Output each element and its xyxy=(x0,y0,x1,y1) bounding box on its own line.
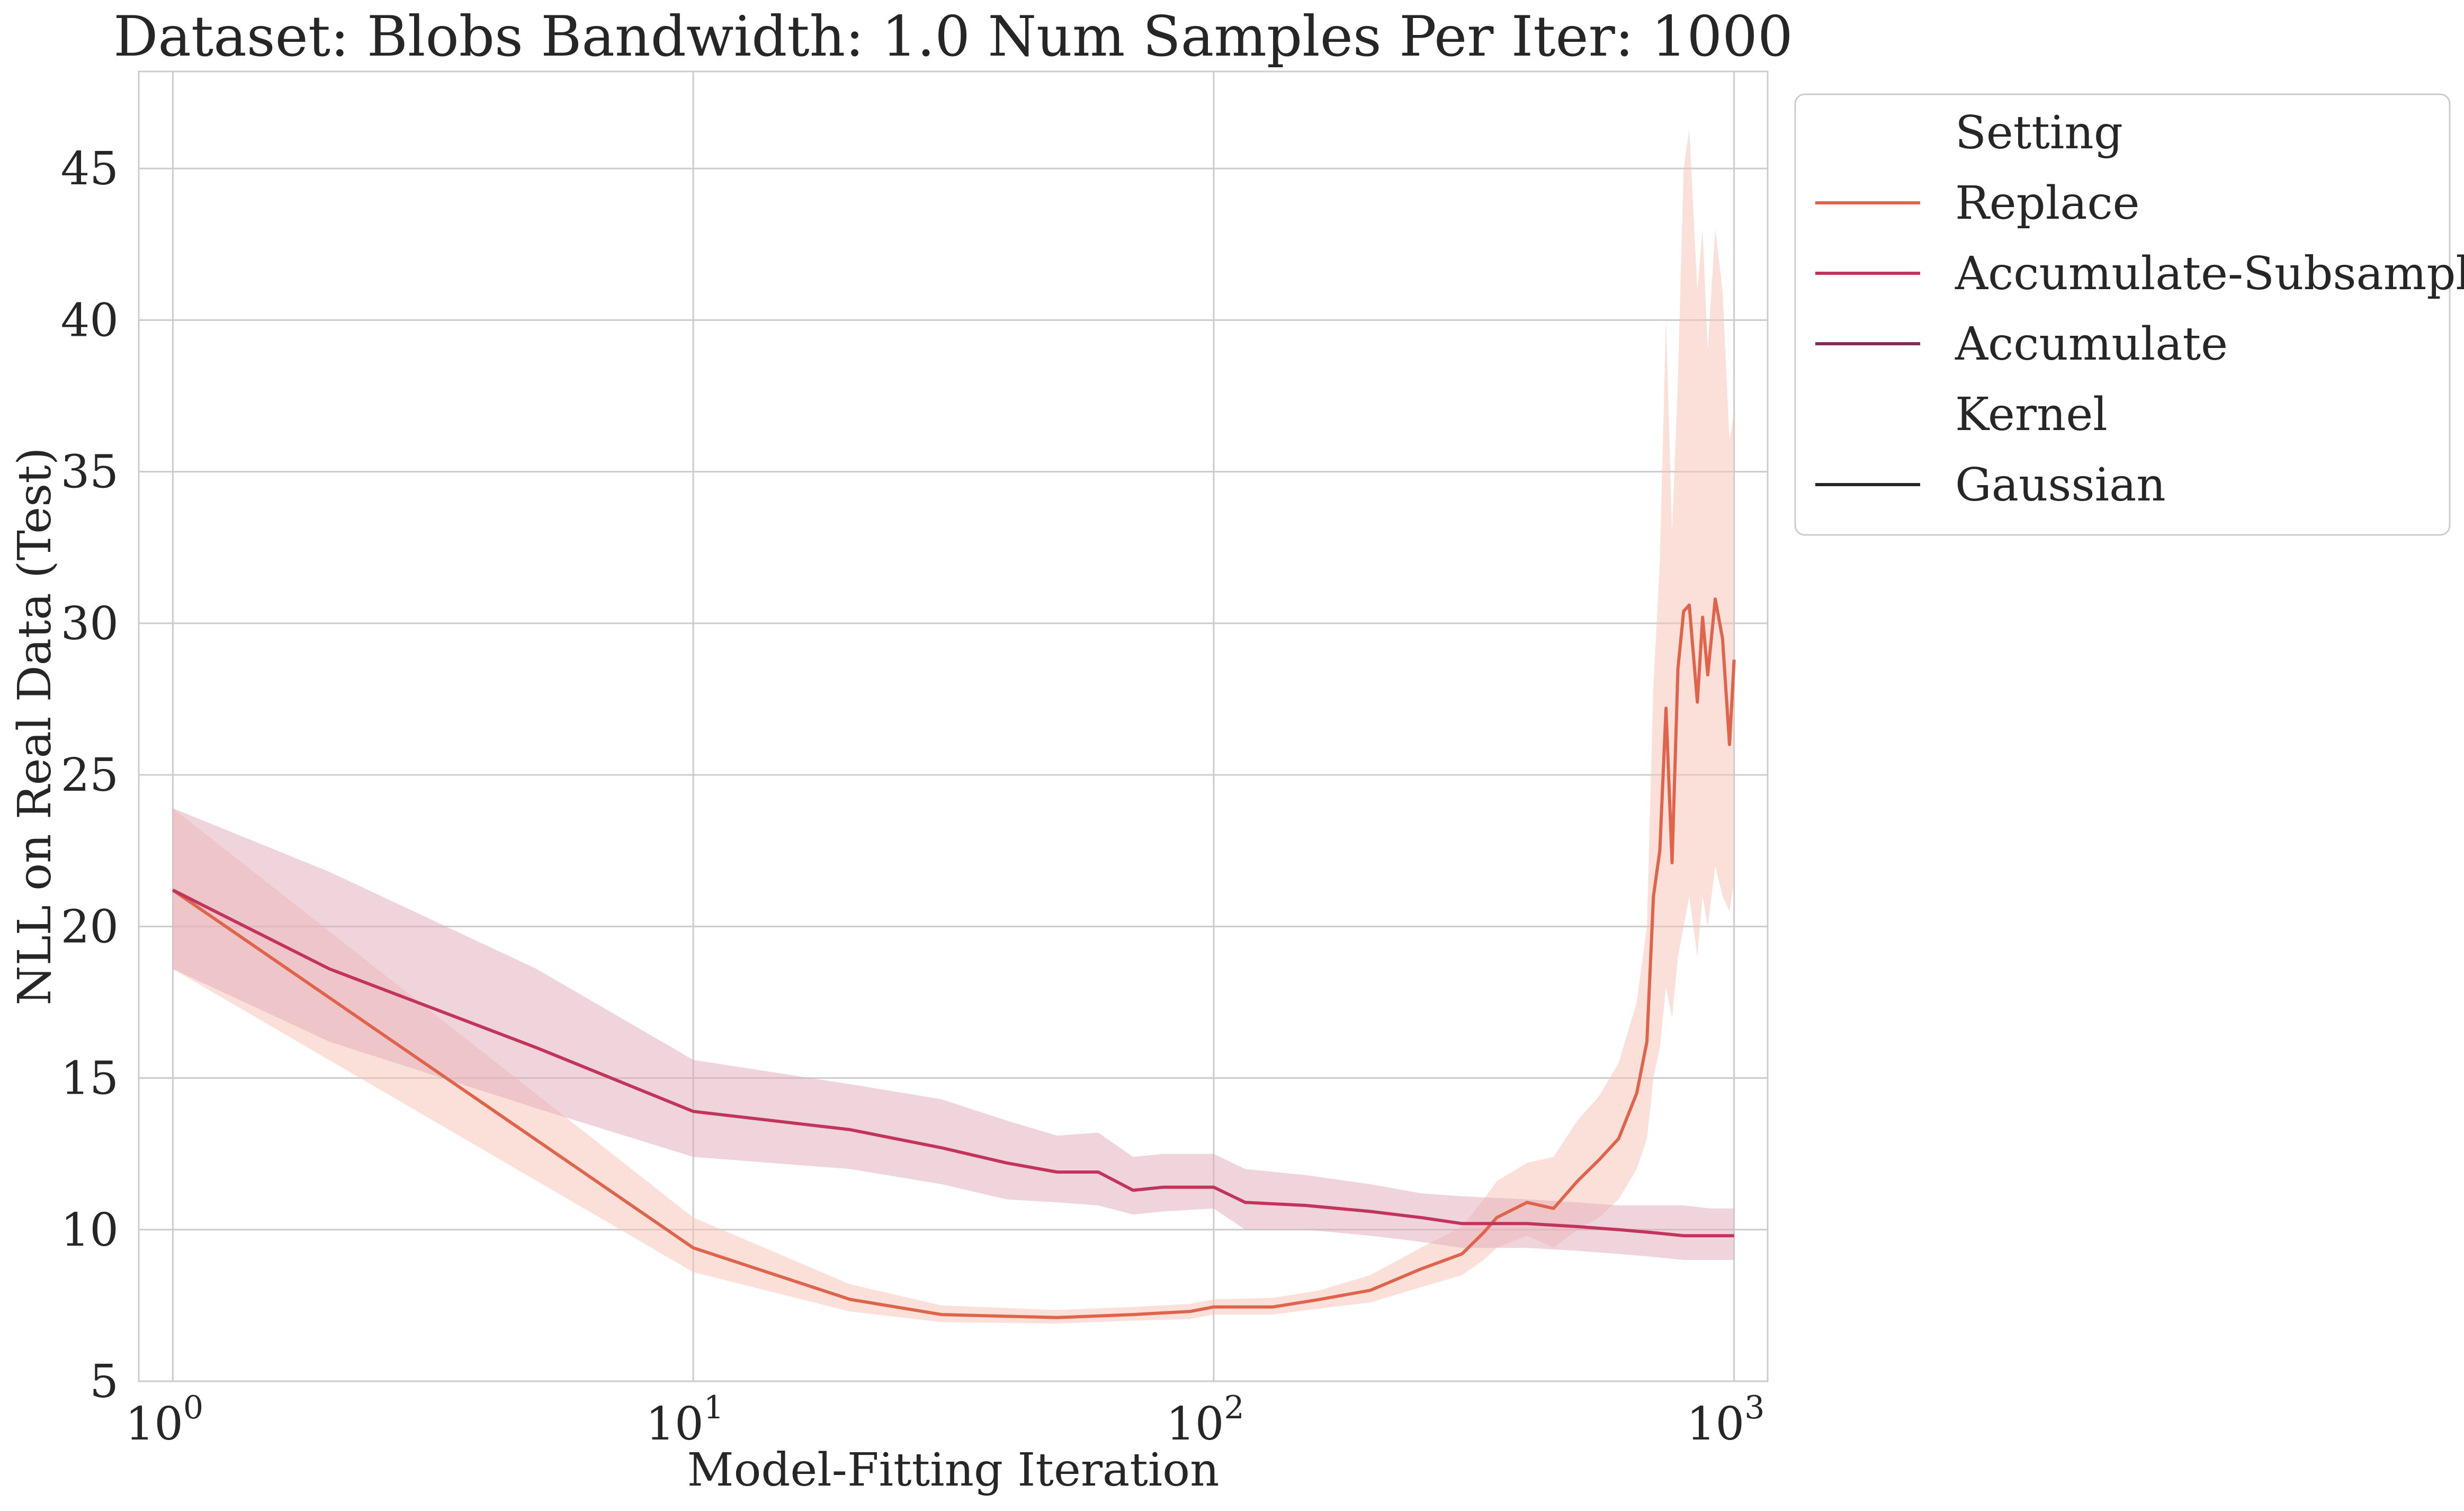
y-tick-label: 20 xyxy=(61,900,119,953)
x-axis-label: Model-Fitting Iteration xyxy=(687,1444,1220,1497)
x-tick-exponent: 0 xyxy=(183,1389,203,1426)
legend-entry-label: Accumulate-Subsample xyxy=(1955,247,2464,300)
y-tick-label: 25 xyxy=(61,749,119,802)
y-tick-label: 45 xyxy=(61,142,119,195)
confidence-band-1 xyxy=(173,808,1734,1260)
legend-box xyxy=(1794,93,2451,536)
x-tick-base: 10 xyxy=(126,1398,183,1451)
x-tick-label: 102 xyxy=(1166,1389,1244,1451)
x-tick-exponent: 3 xyxy=(1744,1389,1764,1426)
x-tick-label: 101 xyxy=(646,1389,724,1451)
x-tick-base: 10 xyxy=(1166,1398,1224,1451)
legend-entry-label: Replace xyxy=(1955,177,2140,230)
plot-frame xyxy=(138,70,1769,1382)
y-tick-label: 40 xyxy=(61,294,119,347)
legend-entry-label: Accumulate xyxy=(1955,318,2228,371)
x-tick-label: 100 xyxy=(126,1389,204,1451)
legend-group-title: Kernel xyxy=(1955,388,2108,441)
x-tick-base: 10 xyxy=(1687,1398,1744,1451)
legend: Setting Replace Accumulate-Subsample Accumu… xyxy=(1794,93,2464,536)
y-tick-label: 5 xyxy=(89,1355,119,1408)
x-tick-exponent: 1 xyxy=(704,1389,724,1426)
chart-title: Dataset: Blobs Bandwidth: 1.0 Num Sample… xyxy=(113,4,1793,69)
series-line-0 xyxy=(172,597,1736,1319)
series-lines xyxy=(172,597,1736,1319)
x-tick-base: 10 xyxy=(646,1398,703,1451)
y-tick-label: 10 xyxy=(61,1204,119,1257)
series-line-1 xyxy=(172,888,1734,1238)
x-tick-exponent: 2 xyxy=(1224,1389,1244,1426)
x-tick-label: 103 xyxy=(1687,1389,1765,1451)
confidence-bands xyxy=(173,129,1734,1324)
legend-items: Setting Replace Accumulate-Subsample Accumu… xyxy=(1815,106,2464,512)
legend-group-title: Setting xyxy=(1955,106,2123,159)
y-axis-label: NLL on Real Data (Test) xyxy=(8,448,61,1006)
y-tick-label: 35 xyxy=(61,446,119,499)
legend-entry-label: Gaussian xyxy=(1955,459,2166,512)
y-tick-label: 15 xyxy=(61,1052,119,1105)
y-tick-label: 30 xyxy=(61,597,119,650)
